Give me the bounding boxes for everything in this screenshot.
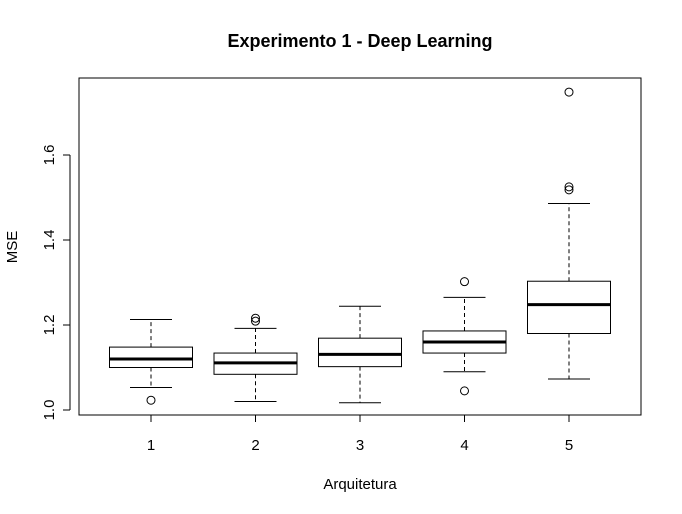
outlier-point bbox=[460, 386, 469, 396]
chart-title: Experimento 1 - Deep Learning bbox=[227, 31, 492, 51]
y-tick-label: 1.2 bbox=[41, 315, 58, 336]
x-tick-label: 1 bbox=[147, 437, 155, 454]
outlier-point bbox=[146, 395, 156, 405]
outlier-point bbox=[564, 185, 574, 195]
y-axis-label: MSE bbox=[4, 231, 21, 264]
x-axis: 1 2 3 4 5 bbox=[147, 414, 573, 454]
box-group-4 bbox=[422, 277, 507, 396]
x-axis-label: Arquitetura bbox=[323, 476, 397, 493]
box-group-5 bbox=[527, 87, 611, 380]
x-tick-label: 3 bbox=[356, 437, 364, 454]
y-axis: 1.0 1.2 1.4 1.6 bbox=[41, 145, 71, 421]
box-group-1 bbox=[109, 318, 193, 405]
box-iqr bbox=[109, 346, 193, 369]
box-group-3 bbox=[318, 305, 402, 404]
x-tick-label: 2 bbox=[251, 437, 259, 454]
x-tick-label: 5 bbox=[565, 437, 573, 454]
box-iqr bbox=[318, 337, 402, 368]
y-tick-label: 1.4 bbox=[41, 230, 58, 251]
outlier-point bbox=[564, 87, 574, 97]
outlier-point bbox=[460, 277, 469, 287]
boxes-layer bbox=[109, 87, 611, 405]
box-iqr bbox=[527, 280, 611, 335]
y-tick-label: 1.6 bbox=[41, 145, 58, 166]
outlier-point bbox=[564, 182, 574, 192]
outlier-point bbox=[251, 313, 260, 323]
y-tick-label: 1.0 bbox=[41, 400, 58, 421]
x-tick-label: 4 bbox=[460, 437, 468, 454]
box-group-2 bbox=[213, 313, 298, 402]
outlier-point bbox=[251, 316, 260, 326]
